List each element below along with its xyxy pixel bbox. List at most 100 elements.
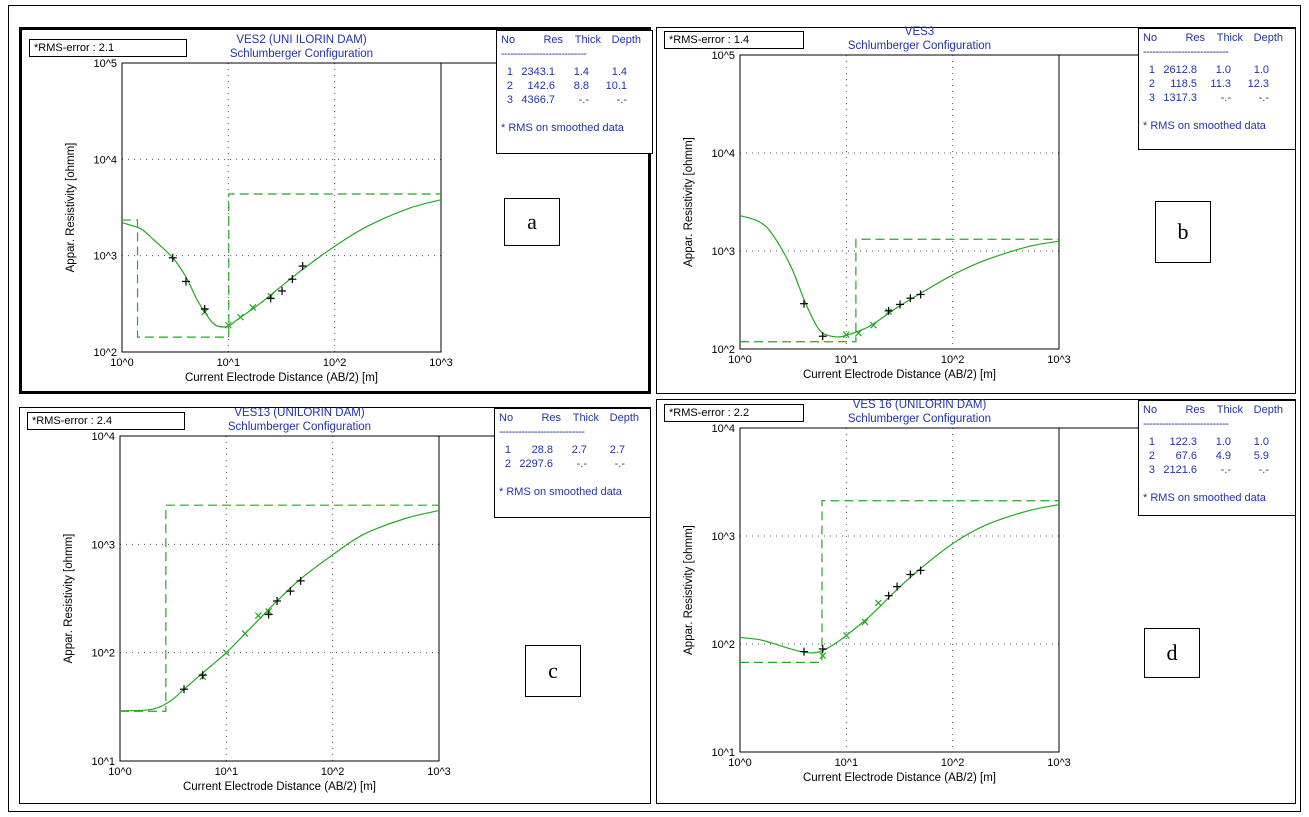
chart-subtitle: Schlumberger Configuration [847,40,992,52]
table-cell: 3 [1148,92,1155,104]
smoothed-point [874,599,882,607]
panel-letter-label: c [525,645,581,697]
data-layer [120,504,439,712]
y-tick-label: 10^4 [93,154,117,166]
observed-point [278,286,287,295]
table-header-cell: Res [543,34,563,46]
x-tick-label: 10^3 [427,766,451,778]
smoothed-point [254,612,262,619]
table-cell: -.- [1258,92,1269,104]
plot-frame [739,54,1060,350]
model-step-line [740,238,1059,343]
table-header-cell: Thick [572,412,599,424]
table-cell: 2 [506,80,513,92]
chart-subtitle: Schlumberger Configuration [227,421,372,433]
layer-table: No Res Thick Depth -------------------------… [496,30,653,154]
observed-point [818,644,827,653]
rms-error-box: *RMS-error : 1.4 [664,31,804,49]
y-tick-label: 10^5 [711,50,735,62]
table-header-cell: No [1143,32,1158,44]
table-cell: 4.9 [1215,450,1231,462]
fitted-curve [740,504,1059,654]
layer-table: No Res Thick Depth -------------------------… [494,408,651,518]
y-axis-label: Appar. Resistivity [ohmm] [683,525,695,655]
table-separator: --------------------------- [501,48,587,60]
x-tick-label: 10^1 [835,354,859,366]
table-row: 1 2612.8 1.0 1.0 [1143,63,1291,77]
table-row: 1 28.8 2.7 2.7 [499,443,646,457]
table-row: 2 118.5 11.3 12.3 [1143,77,1291,91]
observed-point [800,299,809,308]
table-cell: 1.0 [1215,64,1231,76]
table-separator: --------------------------- [1143,418,1229,430]
y-axis-label: Appar. Resistivity [ohmm] [683,137,695,267]
y-axis-label: Appar. Resistivity [ohmm] [63,534,75,664]
y-tick-label: 10^2 [93,347,117,359]
smoothed-point [861,618,869,626]
table-cell: 3 [506,94,513,106]
table-header-cell: Depth [609,412,639,424]
chart-svg: 10^0 10^1 10^2 10^3 10^2 10^3 10^4 10^5 Current … [683,50,1295,381]
chart-subtitle: Schlumberger Configuration [229,48,374,60]
observed-point [893,582,902,591]
rms-value: 2.4 [96,415,113,427]
rms-error-box: *RMS-error : 2.2 [664,404,804,422]
smoothed-point [241,630,249,638]
table-header-cell: Res [1185,404,1205,416]
table-header-cell: No [499,412,514,424]
y-tick-label: 10^4 [711,423,735,435]
table-cell: -.- [578,94,589,106]
y-tick-label: 10^3 [93,251,117,263]
data-layer [740,214,1059,343]
rms-error-box: *RMS-error : 2.1 [29,39,187,57]
chart-title-block: VES2 (UNI ILORIN DAM) Schlumberger Config… [132,33,471,61]
table-cell: 2 [1148,450,1155,462]
observed-point [182,277,191,286]
rms-label: *RMS-error : [669,34,731,46]
smoothed-point [842,632,850,639]
panel-letter-label: d [1144,628,1200,678]
table-body: 1 2343.1 1.4 1.4 2 142.6 8.8 10.1 3 4366.7 -.- -.- [501,65,648,107]
observed-point [286,587,295,596]
table-header-cell: Depth [611,34,641,46]
table-cell: 5.9 [1253,450,1269,462]
rms-label: *RMS-error : [32,415,94,427]
table-cell: 1 [504,444,511,456]
table-note: * RMS on smoothed data [499,486,622,498]
x-tick-label: 10^0 [728,354,752,366]
table-cell: 28.8 [531,444,553,456]
x-tick-label: 10^2 [323,357,347,369]
table-cell: 2 [1148,78,1155,90]
table-row: 2 67.6 4.9 5.9 [1143,449,1291,463]
x-tick-label: 10^3 [429,357,453,369]
model-step-line [740,500,1059,663]
panel-letter-label: a [504,198,560,246]
x-axis-label: Current Electrode Distance (AB/2) [m] [803,772,996,784]
table-row: 2 2297.6 -.- -.- [499,457,646,471]
table-separator: --------------------------- [1143,46,1229,58]
table-note: * RMS on smoothed data [501,122,624,134]
x-tick-label: 10^2 [321,766,345,778]
observed-point [896,300,905,309]
y-tick-label: 10^2 [91,648,115,660]
table-cell: 2612.8 [1163,64,1197,76]
observed-point [264,610,273,619]
layer-table-header: No Res Thick Depth [1143,403,1291,417]
rms-value: 1.4 [733,34,750,46]
table-cell: 1 [1148,64,1155,76]
x-tick-label: 10^3 [1047,757,1071,769]
table-note: * RMS on smoothed data [1143,492,1266,504]
data-layer [122,193,441,338]
x-tick-label: 10^3 [1047,354,1071,366]
table-cell: 4366.7 [521,94,555,106]
plot-frame [119,435,440,762]
y-tick-label: 10^4 [711,148,735,160]
smoothed-point [870,321,877,329]
table-cell: 3 [1148,464,1155,476]
layer-table-header: No Res Thick Depth [501,33,648,47]
observed-point [916,290,925,299]
chart-title: VES2 (UNI ILORIN DAM) [236,34,367,46]
panel-letter-label: b [1155,201,1211,263]
table-cell: 8.8 [573,80,589,92]
model-step-line [120,504,439,712]
